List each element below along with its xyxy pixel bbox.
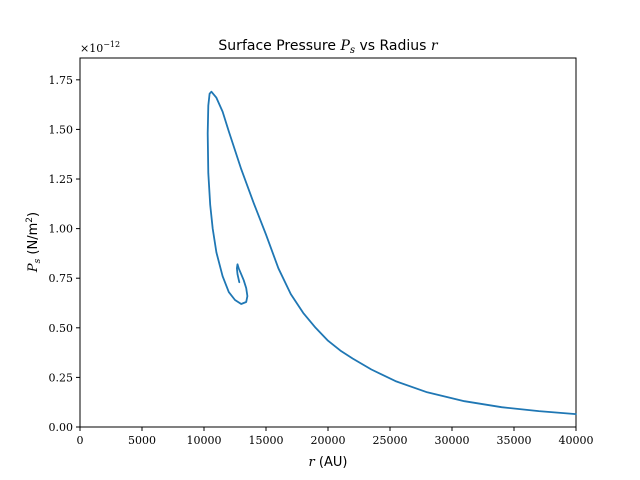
x-tick-label: 35000 — [497, 434, 532, 447]
title-mid: vs Radius — [355, 38, 431, 54]
x-tick-label: 40000 — [559, 434, 594, 447]
xlabel-var: r — [309, 455, 316, 470]
title-symbol-sub: s — [350, 45, 355, 56]
y-tick-label: 1.75 — [49, 74, 74, 87]
plot-frame — [79, 57, 577, 428]
xlabel-unit: (AU) — [315, 455, 348, 470]
offset-base: ×10 — [80, 42, 103, 55]
x-axis-ticks: 0 5000 10000 15000 20000 25000 30000 35000 40000 — [77, 427, 594, 447]
y-tick-label: 0.50 — [49, 322, 74, 335]
y-axis-ticks: 0.00 0.25 0.50 0.75 1.00 1.25 1.50 1.75 — [49, 74, 80, 434]
offset-exp: −12 — [103, 40, 120, 49]
y-tick-label: 0.75 — [49, 272, 74, 285]
ylabel-symbol: P — [26, 263, 41, 273]
x-tick-label: 20000 — [311, 434, 346, 447]
x-tick-label: 10000 — [187, 434, 222, 447]
ylabel-unit-close: ) — [26, 212, 41, 217]
x-tick-label: 0 — [77, 434, 84, 447]
y-axis-label: Ps (N/m2) — [25, 212, 43, 273]
y-tick-label: 0.00 — [49, 421, 74, 434]
ylabel-symbol-sub: s — [33, 258, 43, 263]
ylabel-unit-sup: 2 — [25, 217, 35, 223]
x-tick-label: 25000 — [373, 434, 408, 447]
chart-title: Surface Pressure Ps vs Radius r — [218, 38, 438, 56]
title-var: r — [431, 38, 439, 54]
x-tick-label: 5000 — [128, 434, 156, 447]
x-tick-label: 15000 — [249, 434, 284, 447]
title-symbol: P — [339, 38, 350, 54]
title-prefix: Surface Pressure — [218, 38, 340, 54]
ylabel-unit: (N/m — [26, 223, 41, 259]
y-tick-label: 0.25 — [49, 371, 74, 384]
y-tick-label: 1.25 — [49, 173, 74, 186]
series-line — [206, 90, 577, 415]
x-axis-label: r (AU) — [309, 455, 348, 470]
y-tick-label: 1.50 — [49, 123, 74, 136]
y-offset-text: ×10−12 — [80, 40, 120, 55]
x-tick-label: 30000 — [435, 434, 470, 447]
y-tick-label: 1.00 — [49, 223, 74, 236]
